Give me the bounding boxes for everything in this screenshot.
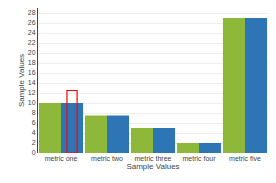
svg-text:Sample Values: Sample Values: [126, 162, 179, 171]
svg-text:metric five: metric five: [229, 155, 261, 162]
svg-text:24: 24: [28, 29, 36, 36]
svg-text:16: 16: [28, 69, 36, 76]
svg-text:28: 28: [28, 9, 36, 16]
svg-text:metric two: metric two: [91, 155, 123, 162]
svg-text:metric one: metric one: [45, 155, 78, 162]
svg-text:26: 26: [28, 19, 36, 26]
svg-text:metric four: metric four: [182, 155, 216, 162]
svg-text:14: 14: [28, 79, 36, 86]
svg-text:metric three: metric three: [135, 155, 172, 162]
svg-text:2: 2: [32, 139, 36, 146]
svg-text:20: 20: [28, 49, 36, 56]
svg-text:8: 8: [32, 109, 36, 116]
svg-text:18: 18: [28, 59, 36, 66]
svg-text:4: 4: [32, 129, 36, 136]
svg-text:12: 12: [28, 89, 36, 96]
svg-text:6: 6: [32, 119, 36, 126]
svg-text:22: 22: [28, 39, 36, 46]
svg-text:Sample Values: Sample Values: [17, 54, 26, 107]
svg-text:0: 0: [32, 149, 36, 156]
svg-text:10: 10: [28, 99, 36, 106]
